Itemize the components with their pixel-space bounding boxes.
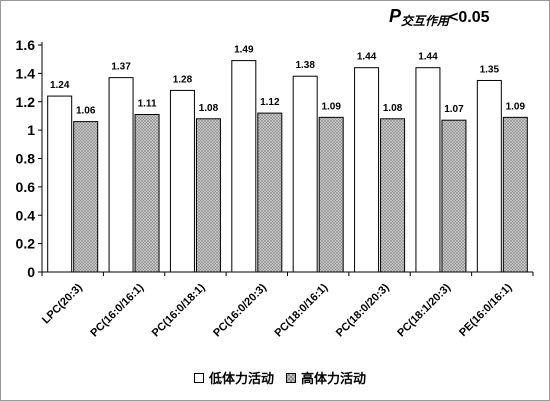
data-label: 1.09 (506, 101, 526, 112)
data-label: 1.44 (357, 52, 377, 63)
y-tick-label: 0.8 (16, 151, 36, 167)
y-tick-label: 1.4 (16, 65, 36, 81)
data-label: 1.07 (444, 104, 464, 115)
y-tick-label: 1.2 (16, 94, 36, 110)
bar-low-activity (292, 75, 318, 273)
bar-high-activity (134, 114, 160, 273)
bar-high-activity (441, 119, 467, 273)
y-tick-label: 0.2 (16, 236, 36, 252)
legend-swatch-low (194, 372, 204, 383)
data-label: 1.38 (295, 60, 315, 71)
bar-low-activity (231, 60, 257, 273)
bar-high-activity (380, 118, 406, 273)
legend-label-low: 低体力活动 (209, 372, 275, 387)
x-tick-label: PC(18:0/16:1) (273, 281, 331, 339)
legend-item-low: 低体力活动 (194, 368, 274, 387)
x-tick-label: LPC(20:3) (40, 281, 85, 326)
data-label: 1.24 (50, 80, 70, 91)
x-tick-label: PE(16:0/16:1) (457, 281, 515, 339)
bar-low-activity (415, 67, 441, 273)
p-threshold: <0.05 (449, 9, 490, 26)
bar-low-activity (47, 95, 73, 273)
p-symbol: P (389, 6, 402, 26)
legend: 低体力活动 高体力活动 (194, 368, 366, 387)
data-label: 1.09 (321, 101, 341, 112)
data-label: 1.44 (418, 52, 438, 63)
data-label: 1.11 (138, 99, 157, 110)
legend-swatch-high (286, 372, 297, 383)
x-tick-label: PC(18:0/20:3) (334, 281, 392, 339)
x-tick-label: PC(16:0/20:3) (211, 281, 269, 339)
data-label: 1.35 (480, 64, 500, 75)
data-label: 1.28 (173, 74, 193, 85)
x-tick-label: PC(16:0/16:1) (88, 281, 146, 339)
y-tick-label: 1 (27, 122, 35, 138)
y-tick-label: 1.6 (16, 37, 36, 53)
data-label: 1.12 (260, 97, 280, 108)
bar-high-activity (318, 116, 344, 273)
bar-low-activity (354, 67, 380, 273)
data-label: 1.06 (76, 106, 96, 117)
bar-low-activity (169, 89, 195, 273)
data-label: 1.37 (111, 62, 131, 73)
bar-low-activity (108, 77, 134, 273)
y-tick-label: 0 (27, 264, 35, 280)
y-tick-label: 0.6 (16, 179, 36, 195)
bar-high-activity (257, 112, 283, 273)
bar-low-activity (476, 79, 502, 273)
y-tick-label: 0.4 (16, 207, 36, 223)
data-label: 1.49 (234, 45, 254, 56)
p-subscript: 交互作用 (401, 14, 450, 28)
data-label: 1.08 (199, 103, 219, 114)
p-interaction-label: P交互作用<0.05 (389, 6, 490, 29)
bar-high-activity (502, 116, 528, 273)
legend-label-high: 高体力活动 (301, 372, 367, 387)
legend-item-high: 高体力活动 (286, 368, 366, 387)
bar-high-activity (73, 121, 99, 273)
bar-high-activity (195, 118, 221, 273)
x-tick-label: PC(16:0/18:1) (150, 281, 208, 339)
x-tick-label: PC(18:1/20:3) (395, 281, 453, 339)
data-label: 1.08 (383, 103, 403, 114)
